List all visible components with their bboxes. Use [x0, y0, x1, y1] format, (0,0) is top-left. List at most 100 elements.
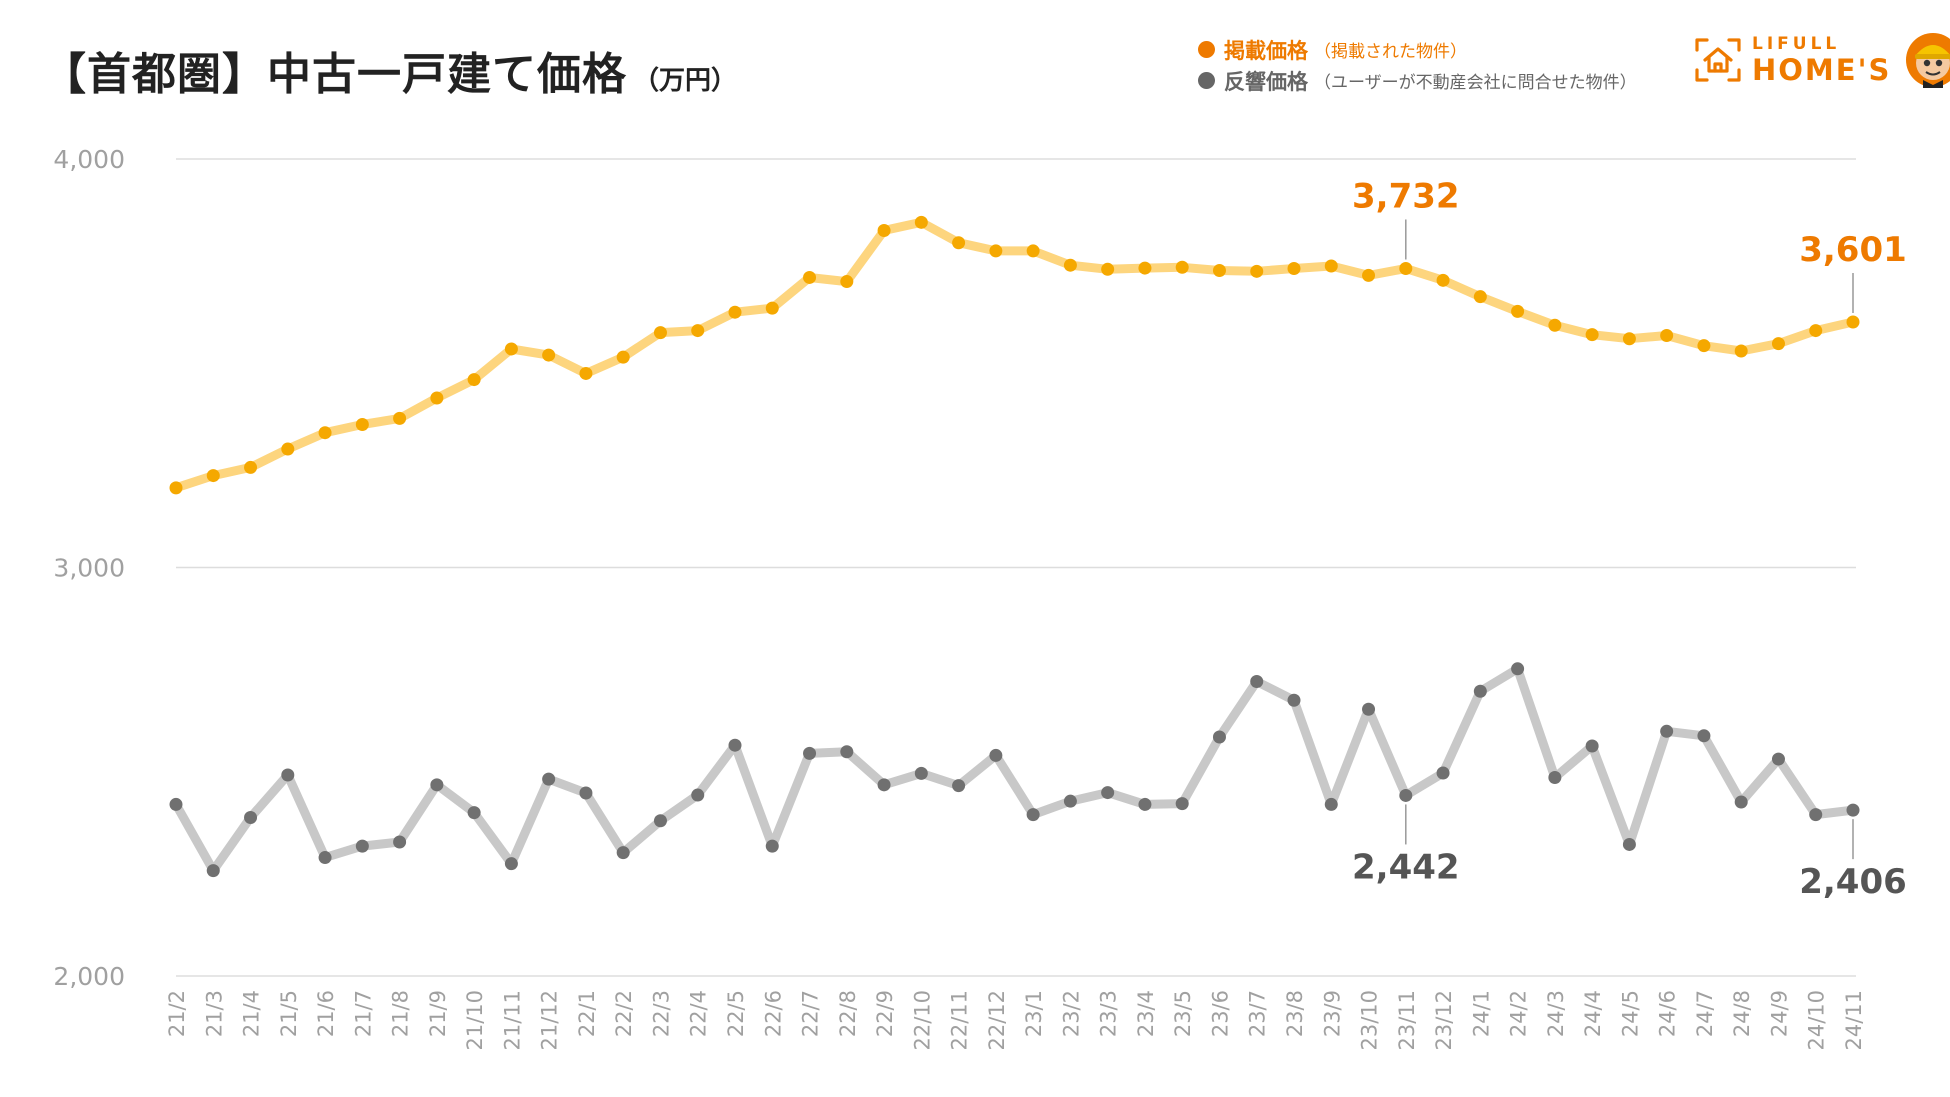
- x-tick-label: 23/7: [1246, 990, 1270, 1037]
- data-point: [1175, 260, 1189, 274]
- data-point: [1511, 662, 1525, 676]
- data-point: [1212, 264, 1226, 278]
- x-tick-label: 22/2: [612, 990, 636, 1037]
- data-point: [952, 779, 966, 793]
- data-point: [1622, 332, 1636, 346]
- logo-line1: LIFULL: [1752, 33, 1841, 54]
- x-tick-label: 22/8: [836, 990, 860, 1037]
- data-point: [840, 745, 854, 759]
- data-point: [206, 469, 220, 483]
- data-point: [1212, 730, 1226, 744]
- data-label: 2,442: [1352, 847, 1460, 887]
- data-point: [1660, 724, 1674, 738]
- x-tick-label: 22/11: [948, 990, 972, 1051]
- x-tick-label: 24/4: [1581, 990, 1605, 1037]
- data-point: [653, 326, 667, 340]
- x-tick-label: 23/2: [1059, 990, 1083, 1037]
- data-point: [914, 766, 928, 780]
- x-tick-label: 24/5: [1618, 990, 1642, 1037]
- data-point: [1771, 752, 1785, 766]
- data-point: [467, 373, 481, 387]
- data-point: [1138, 797, 1152, 811]
- house-icon: [1695, 38, 1741, 82]
- data-point: [1809, 808, 1823, 822]
- data-point: [765, 301, 779, 315]
- data-point: [355, 839, 369, 853]
- data-point: [1101, 262, 1115, 276]
- data-point: [1734, 795, 1748, 809]
- x-tick-label: 22/10: [910, 990, 934, 1051]
- x-tick-label: 21/6: [314, 990, 338, 1037]
- data-point: [728, 738, 742, 752]
- data-label: 3,732: [1352, 176, 1460, 216]
- x-tick-label: 21/9: [426, 990, 450, 1037]
- data-point: [169, 481, 183, 495]
- x-tick-label: 22/4: [687, 990, 711, 1037]
- legend-item-inquiry: 反響価格 （ユーザーが不動産会社に問合せた物件）: [1198, 65, 1637, 96]
- data-point: [1660, 328, 1674, 342]
- legend-label-inquiry: 反響価格: [1224, 69, 1308, 94]
- data-point: [1250, 674, 1264, 688]
- legend-label-listed: 掲載価格: [1224, 38, 1308, 63]
- data-point: [1697, 339, 1711, 353]
- data-point: [653, 814, 667, 828]
- data-point: [1287, 261, 1301, 275]
- data-point: [1026, 244, 1040, 258]
- data-point: [691, 788, 705, 802]
- data-point: [1846, 803, 1860, 817]
- data-point: [1175, 797, 1189, 811]
- x-tick-label: 21/4: [240, 990, 264, 1037]
- data-point: [1324, 797, 1338, 811]
- data-point: [803, 746, 817, 760]
- data-point: [393, 411, 407, 425]
- data-point: [1250, 264, 1264, 278]
- data-label: 2,406: [1799, 862, 1907, 902]
- data-point: [318, 426, 332, 440]
- data-point: [877, 223, 891, 237]
- x-tick-label: 22/9: [873, 990, 897, 1037]
- data-point: [1026, 808, 1040, 822]
- data-point: [1324, 259, 1338, 273]
- data-point: [1809, 324, 1823, 338]
- x-tick-label: 21/5: [277, 990, 301, 1037]
- y-tick-label: 2,000: [53, 962, 125, 991]
- x-tick-label: 24/3: [1544, 990, 1568, 1037]
- data-point: [1063, 258, 1077, 272]
- data-point: [504, 857, 518, 871]
- data-point: [765, 839, 779, 853]
- data-point: [1399, 788, 1413, 802]
- x-tick-label: 21/8: [389, 990, 413, 1037]
- x-tick-label: 21/7: [351, 990, 375, 1037]
- logo-line2: HOME'S: [1752, 52, 1892, 87]
- legend-marker-inquiry: [1198, 72, 1215, 89]
- x-tick-label: 23/6: [1208, 990, 1232, 1037]
- data-point: [914, 215, 928, 229]
- data-point: [393, 835, 407, 849]
- x-tick-label: 23/10: [1358, 990, 1382, 1051]
- lifull-homes-logo: LIFULL HOME'S: [1694, 32, 1950, 88]
- x-tick-label: 21/12: [538, 990, 562, 1051]
- y-tick-label: 4,000: [53, 145, 125, 174]
- x-tick-label: 23/8: [1283, 990, 1307, 1037]
- legend-note-inquiry: （ユーザーが不動産会社に問合せた物件）: [1314, 73, 1637, 93]
- data-point: [318, 851, 332, 865]
- data-point: [504, 342, 518, 356]
- data-point: [616, 846, 630, 860]
- x-tick-label: 23/12: [1432, 990, 1456, 1051]
- data-point: [1138, 261, 1152, 275]
- data-point: [1101, 786, 1115, 800]
- data-point: [1473, 290, 1487, 304]
- data-point: [1585, 328, 1599, 342]
- data-point: [169, 797, 183, 811]
- series-line-1: [171, 664, 1858, 876]
- x-tick-label: 23/9: [1320, 990, 1344, 1037]
- data-point: [803, 270, 817, 284]
- data-point: [691, 324, 705, 338]
- legend-marker-listed: [1198, 41, 1215, 58]
- legend: 掲載価格 （掲載された物件） 反響価格 （ユーザーが不動産会社に問合せた物件）: [1198, 34, 1637, 96]
- data-point: [281, 442, 295, 456]
- data-point: [1734, 344, 1748, 358]
- x-tick-label: 24/9: [1767, 990, 1791, 1037]
- x-tick-label: 24/11: [1842, 990, 1866, 1051]
